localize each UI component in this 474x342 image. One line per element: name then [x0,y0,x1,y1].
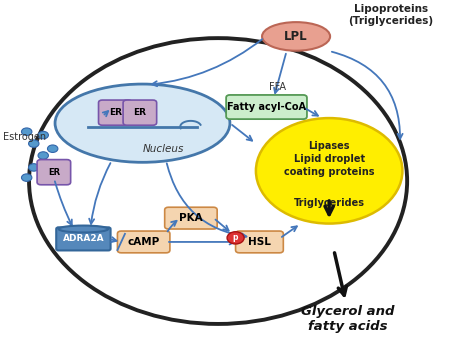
FancyBboxPatch shape [37,160,71,185]
Circle shape [21,128,32,135]
Circle shape [21,174,32,181]
Text: HSL: HSL [248,237,271,247]
Circle shape [28,140,39,147]
Text: Lipases
Lipid droplet
coating proteins: Lipases Lipid droplet coating proteins [284,141,374,177]
Ellipse shape [256,118,402,224]
Text: cAMP: cAMP [128,237,160,247]
Circle shape [227,232,244,244]
FancyBboxPatch shape [226,95,307,119]
Text: ER: ER [109,108,122,117]
Text: Fatty acyl-CoA: Fatty acyl-CoA [227,102,306,112]
Text: ADRA2A: ADRA2A [63,234,104,244]
FancyBboxPatch shape [56,227,110,250]
Circle shape [38,152,48,159]
Text: Glycerol and
fatty acids: Glycerol and fatty acids [301,305,395,333]
Ellipse shape [29,38,407,324]
Ellipse shape [262,22,330,51]
Text: FFA: FFA [269,82,286,92]
Text: Triglycerides: Triglycerides [294,198,365,208]
Text: Lipoproteins
(Triglycerides): Lipoproteins (Triglycerides) [348,4,433,26]
FancyBboxPatch shape [236,231,283,253]
FancyBboxPatch shape [118,231,170,253]
Ellipse shape [59,226,108,233]
Text: p: p [233,233,238,242]
Text: LPL: LPL [284,30,308,43]
Text: Nucleus: Nucleus [143,144,184,154]
FancyBboxPatch shape [123,100,156,125]
Circle shape [38,131,48,139]
Circle shape [28,164,39,171]
Text: Estrogen: Estrogen [3,132,46,142]
Circle shape [47,145,58,153]
Text: ER: ER [133,108,146,117]
FancyBboxPatch shape [99,100,132,125]
Text: PKA: PKA [179,213,203,223]
FancyBboxPatch shape [164,207,217,229]
Text: ER: ER [48,168,60,177]
Ellipse shape [55,84,230,162]
